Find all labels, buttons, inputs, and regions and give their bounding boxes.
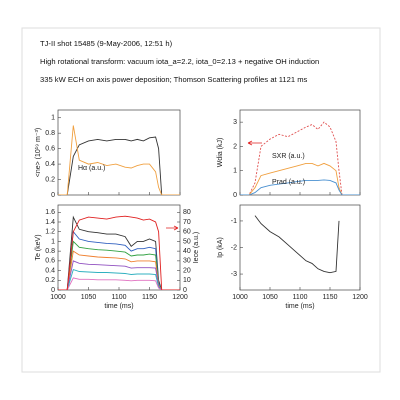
x-tick-label: 1150 (322, 294, 337, 301)
x-tick-label: 1050 (262, 294, 278, 301)
x-axis-label: time (ms) (104, 303, 133, 310)
series-line (240, 179, 360, 195)
y2-tick-label: 20 (183, 267, 191, 274)
y-tick-label: -1 (231, 218, 237, 225)
y-tick-label: 1 (51, 115, 55, 122)
y-tick-label: 0.8 (45, 130, 55, 137)
x-tick-label: 1100 (292, 294, 307, 301)
y-tick-label: 1 (233, 168, 237, 175)
y-tick-label: 2 (233, 143, 237, 150)
header-line: TJ-II shot 15485 (9-May-2006, 12:51 h) (40, 39, 173, 48)
y-tick-label: 1 (51, 238, 55, 245)
series-line (58, 215, 180, 290)
series-line (58, 230, 180, 290)
y-tick-label: -3 (231, 271, 237, 278)
series-line (240, 162, 360, 195)
x-tick-label: 1000 (50, 294, 66, 301)
y2-axis-label: Iece (a.u.) (193, 232, 200, 264)
y-tick-label: 0.8 (45, 248, 55, 255)
y2-tick-label: 40 (183, 248, 191, 255)
y-tick-label: 1.4 (45, 219, 55, 226)
y-tick-label: 0.6 (45, 145, 55, 152)
y2-tick-label: 10 (183, 277, 191, 284)
y-axis-label: Te (keV) (35, 234, 42, 260)
series-line (58, 277, 180, 290)
x-tick-label: 1050 (81, 294, 97, 301)
header-line: 335 kW ECH on axis power deposition; Tho… (40, 75, 308, 84)
x-tick-label: 1150 (142, 294, 157, 301)
y-tick-label: 0.2 (45, 277, 55, 284)
y-tick-label: 1.6 (45, 209, 55, 216)
y-axis-label: Wdia (kJ) (217, 138, 224, 168)
page-frame (21, 27, 381, 373)
y2-tick-label: 30 (183, 258, 191, 265)
x-axis-label: time (ms) (285, 303, 314, 310)
y-tick-label: -2 (231, 244, 237, 251)
series-line (58, 269, 180, 290)
arrow (166, 225, 179, 231)
series-line (240, 121, 360, 195)
x-tick-label: 1100 (111, 294, 126, 301)
y-tick-label: 0 (51, 287, 55, 294)
annotation: SXR (a.u.) (272, 153, 305, 160)
y2-tick-label: 0 (183, 287, 187, 294)
x-tick-label: 1200 (172, 294, 188, 301)
series-line (58, 240, 180, 290)
y-axis-label: Ip (kA) (217, 237, 224, 258)
arrow (247, 140, 262, 146)
series-line (254, 215, 340, 274)
y-tick-label: 0.2 (45, 176, 55, 183)
y-tick-label: 0.6 (45, 258, 55, 265)
y-tick-label: 0 (233, 192, 237, 199)
x-tick-label: 1000 (232, 294, 248, 301)
y2-tick-label: 60 (183, 229, 191, 236)
y-tick-label: 0.4 (45, 161, 55, 168)
y-tick-label: 1.2 (45, 229, 55, 236)
x-tick-label: 1200 (352, 294, 368, 301)
series-line (58, 260, 180, 290)
y2-tick-label: 50 (183, 238, 191, 245)
annotation: Hα (a.u.) (78, 165, 105, 172)
series-line (58, 125, 180, 195)
y-tick-label: 0.4 (45, 267, 55, 274)
header-line: High rotational transform: vacuum iota_a… (40, 57, 319, 66)
y-tick-label: 0 (51, 192, 55, 199)
y-tick-label: 3 (233, 119, 237, 126)
y2-tick-label: 70 (183, 219, 191, 226)
y-axis-label: <ne> (10¹⁹ m⁻³) (35, 128, 42, 178)
annotation: Prad (a.u.) (272, 179, 305, 186)
series-line (58, 215, 180, 290)
y2-tick-label: 80 (183, 209, 191, 216)
series-line (58, 250, 180, 290)
